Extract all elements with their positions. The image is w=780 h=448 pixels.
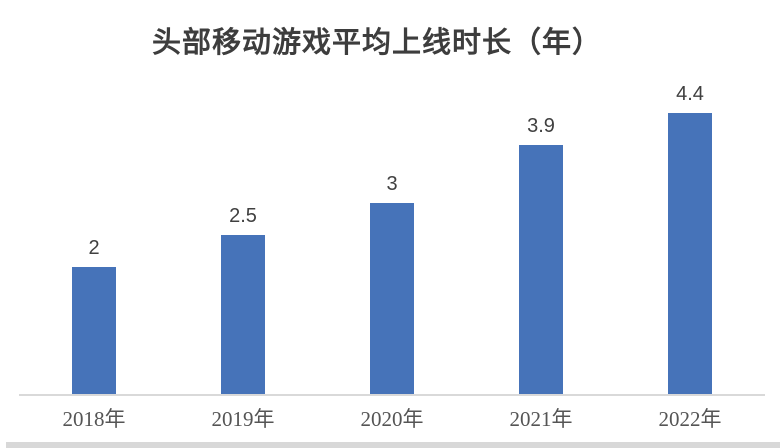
data-label: 3 xyxy=(386,173,398,195)
x-axis-line xyxy=(19,394,765,396)
bar-2021年 xyxy=(519,145,563,395)
bar-2019年 xyxy=(221,235,265,395)
data-label: 4.4 xyxy=(676,83,704,105)
x-axis-tick-label: 2020年 xyxy=(360,407,424,431)
data-label: 2.5 xyxy=(229,205,257,227)
bottom-edge-strip xyxy=(6,442,780,448)
x-axis-tick-label: 2021年 xyxy=(509,407,573,431)
bar-2020年 xyxy=(370,203,414,395)
chart-title: 头部移动游戏平均上线时长（年） xyxy=(151,27,602,59)
x-axis-tick-label: 2022年 xyxy=(658,407,722,431)
x-axis-tick-label: 2019年 xyxy=(211,407,275,431)
x-axis-tick-label: 2018年 xyxy=(62,407,126,431)
bar-2018年 xyxy=(72,267,116,395)
data-label: 3.9 xyxy=(527,115,555,137)
data-label: 2 xyxy=(88,237,100,259)
bar-2022年 xyxy=(668,113,712,395)
